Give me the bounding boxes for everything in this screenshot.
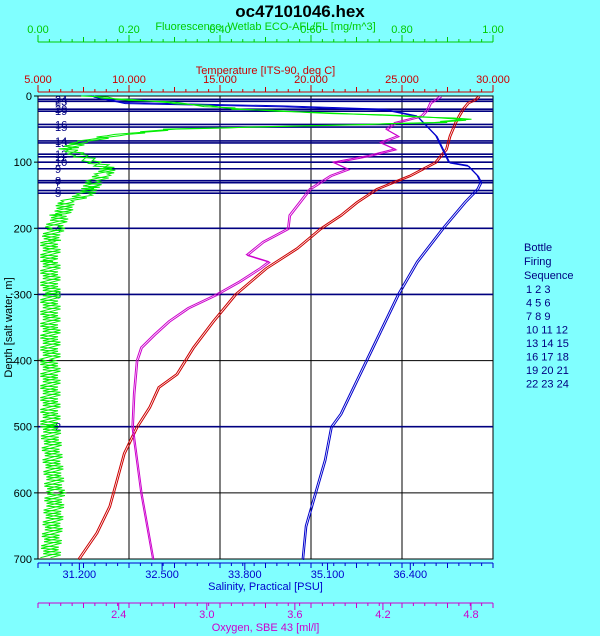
- bottle-firing-label: 12: [55, 149, 67, 161]
- y-axis-label: Depth [salt water, m]: [3, 277, 15, 377]
- y-tick-label: 500: [14, 422, 32, 434]
- bottle-firing-label: 9: [55, 164, 61, 176]
- bottle-firing-label: 23: [55, 96, 67, 108]
- legend-row: 13 14 15: [526, 338, 569, 350]
- chart-title: oc47101046.hex: [235, 2, 365, 21]
- legend-row: 1 2 3: [526, 284, 550, 296]
- fluor-tick-label: 0.60: [300, 24, 321, 36]
- bottle-firing-label: 5: [55, 188, 61, 200]
- bottle-firing-label: 24: [55, 94, 67, 106]
- y-tick-label: 400: [14, 356, 32, 368]
- oxy-tick-label: 4.8: [463, 609, 478, 621]
- temp-tick-label: 20.000: [294, 74, 328, 86]
- fluor-tick-label: 0.40: [209, 24, 230, 36]
- y-tick-label: 600: [14, 488, 32, 500]
- legend-row: 19 20 21: [526, 365, 569, 377]
- oxy-tick-label: 4.2: [375, 609, 390, 621]
- bottle-firing-label: 4: [55, 223, 61, 235]
- oxy-tick-label: 3.6: [287, 609, 302, 621]
- sal-profile-line: [93, 96, 483, 561]
- fluor-tick-label: 0.00: [27, 24, 48, 36]
- sal-tick-label: 35.100: [311, 569, 345, 581]
- bottle-firing-legend: Bottle Firing Sequence 1 2 3 4 5 67 8 9 10 11…: [524, 242, 574, 391]
- legend-row: 22 23 24: [526, 379, 569, 391]
- temp-tick-label: 15.000: [203, 74, 237, 86]
- temp-tick-label: 5.000: [24, 74, 52, 86]
- bottle-firing-label: 13: [55, 138, 67, 150]
- y-tick-label: 300: [14, 289, 32, 301]
- oxy-tick-label: 3.0: [199, 609, 214, 621]
- bottle-firing-label: 14: [55, 136, 67, 148]
- bottle-firing-label: 15: [55, 122, 67, 134]
- temp-axis-title: Temperature [ITS-90, deg C]: [196, 65, 335, 77]
- fluor-axis-title: Fluorescence, Wetlab ECO-AFL/FL [mg/m^3]: [155, 21, 375, 33]
- y-tick-label: 100: [14, 157, 32, 169]
- legend-row: 10 11 12: [526, 325, 568, 337]
- legend-title-line: Sequence: [524, 270, 574, 282]
- axes: 0 100 200 300 400 500 600 700 Depth [salt water,…: [3, 21, 510, 634]
- y-tick-label: 200: [14, 223, 32, 235]
- oxy-profile-line: [132, 96, 442, 561]
- legend-title-line: Firing: [524, 256, 552, 268]
- bottle-firing-label: 7: [55, 178, 61, 190]
- bottle-firing-label: 11: [55, 152, 66, 164]
- sal-tick-label: 32.500: [145, 569, 179, 581]
- sal-tick-label: 36.400: [393, 569, 427, 581]
- y-tick-label: 700: [14, 554, 32, 566]
- sal-tick-label: 31.200: [63, 569, 97, 581]
- legend-row: 4 5 6: [526, 298, 550, 310]
- plot-area: [37, 95, 494, 560]
- data-series: [38, 95, 483, 561]
- fluor-tick-label: 0.20: [118, 24, 139, 36]
- bottle-firing-label: 6: [55, 186, 61, 198]
- fluor-profile-line: [38, 95, 472, 559]
- fluor-tick-label: 1.00: [482, 24, 503, 36]
- legend-row: 16 17 18: [526, 352, 569, 364]
- fluor-tick-label: 0.80: [391, 24, 412, 36]
- bottle-firing-label: 8: [55, 176, 61, 188]
- legend-row: 7 8 9: [526, 311, 550, 323]
- bottle-firing-label: 19: [55, 106, 67, 118]
- oxy-axis-title: Oxygen, SBE 43 [ml/l]: [212, 622, 320, 634]
- sal-tick-label: 33.800: [228, 569, 262, 581]
- bottle-firing-label: 16: [55, 119, 67, 131]
- temp-tick-label: 10.000: [112, 74, 146, 86]
- temp-tick-label: 25.000: [385, 74, 419, 86]
- bottle-firing-label: 20: [55, 104, 67, 116]
- oxy-tick-label: 2.4: [111, 609, 126, 621]
- bottle-firing-label: 10: [55, 157, 67, 169]
- legend-title-line: Bottle: [524, 242, 552, 254]
- y-tick-label: 0: [26, 91, 32, 103]
- temp-tick-label: 30.000: [476, 74, 510, 86]
- sal-axis-title: Salinity, Practical [PSU]: [208, 581, 323, 593]
